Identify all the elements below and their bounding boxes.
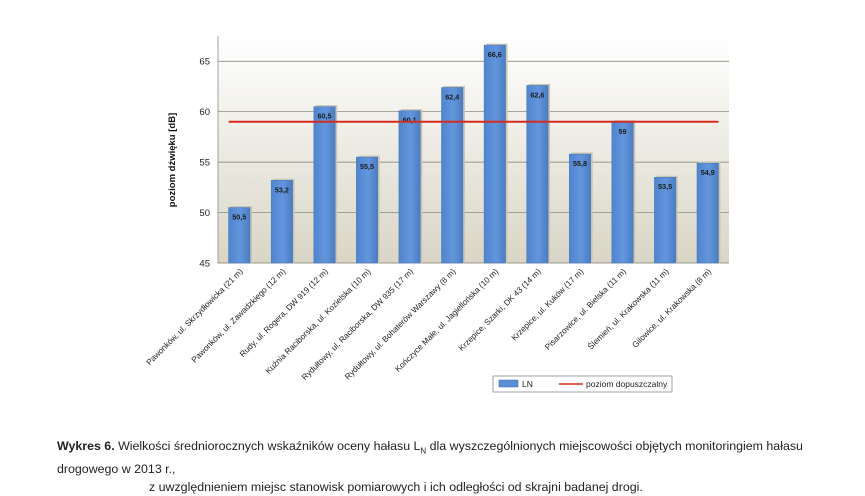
legend-limit-label: poziom dopuszczalny [586, 379, 668, 389]
bar [228, 207, 251, 264]
legend-ln-label: LN [522, 379, 533, 389]
bar-value-label: 60,1 [403, 116, 417, 125]
bar [483, 44, 506, 264]
bar-value-label: 55,8 [573, 159, 587, 168]
bar-value-label: 55,5 [360, 162, 374, 171]
legend-ln-swatch [498, 379, 519, 388]
legend: LN poziom dopuszczalny [492, 375, 673, 393]
x-category-label: Krzepice, ul. Kuków (17 m) [510, 267, 586, 343]
y-tick-label: 60 [199, 107, 210, 118]
bar-value-label: 62,6 [530, 90, 544, 99]
caption-label: Wykres 6. [57, 439, 115, 453]
x-category-label: Gilowice, ul. Krakowska (8 m) [631, 267, 714, 350]
bar [356, 156, 378, 264]
bar-value-label: 50,5 [232, 213, 246, 222]
bar [313, 106, 336, 264]
x-category-label: Pawonków, ul. Zawadzkiego (12 m) [190, 267, 288, 365]
bar [569, 153, 591, 264]
bar-value-label: 62,4 [445, 92, 459, 101]
bar-value-label: 53,2 [275, 185, 289, 194]
bar [696, 162, 719, 264]
plot-area [218, 36, 729, 263]
y-axis-title: poziom dźwięku [dB] [167, 113, 178, 207]
bar-value-label: 60,5 [317, 112, 331, 121]
x-category-label: Krzepice, Szarki, DK 43 (14 m) [457, 267, 543, 353]
caption-subscript: N [420, 446, 427, 456]
figure-caption: Wykres 6. Wielkości średniorocznych wska… [57, 437, 857, 496]
y-tick-label: 55 [199, 158, 210, 169]
bar [654, 177, 677, 264]
y-tick-label: 65 [199, 57, 210, 68]
noise-bar-chart: 50,5 53,2 60,5 55,5 60,1 62,4 66,6 62,6 55,8 59 53… [145, 36, 729, 393]
x-category-label: Rudy, ul. Rogera, DW 919 (12 m) [238, 267, 330, 359]
y-tick-label: 50 [199, 208, 210, 219]
bar-value-label: 53,5 [658, 182, 672, 191]
bar [270, 180, 293, 264]
caption-line1: Wielkości średniorocznych wskaźników oce… [118, 439, 421, 453]
y-tick-label: 45 [199, 259, 210, 270]
caption-line1-rest: dla wyszczególnionych miejscowości objęt… [57, 439, 803, 477]
bar [611, 121, 634, 264]
caption-line2: z uwzględnieniem miejsc stanowisk pomiar… [149, 480, 643, 495]
bar-value-label: 59 [619, 127, 627, 136]
bar-value-label: 54,9 [701, 168, 715, 177]
bar [398, 110, 421, 264]
x-category-label: Pisarzowice, ul. Bielska (11 m) [543, 267, 628, 352]
bar-value-label: 66,6 [488, 50, 502, 59]
bar [526, 85, 549, 264]
x-category-label: Ślemień, ul. Krakowska (11 m) [585, 265, 671, 351]
bar [441, 87, 464, 264]
